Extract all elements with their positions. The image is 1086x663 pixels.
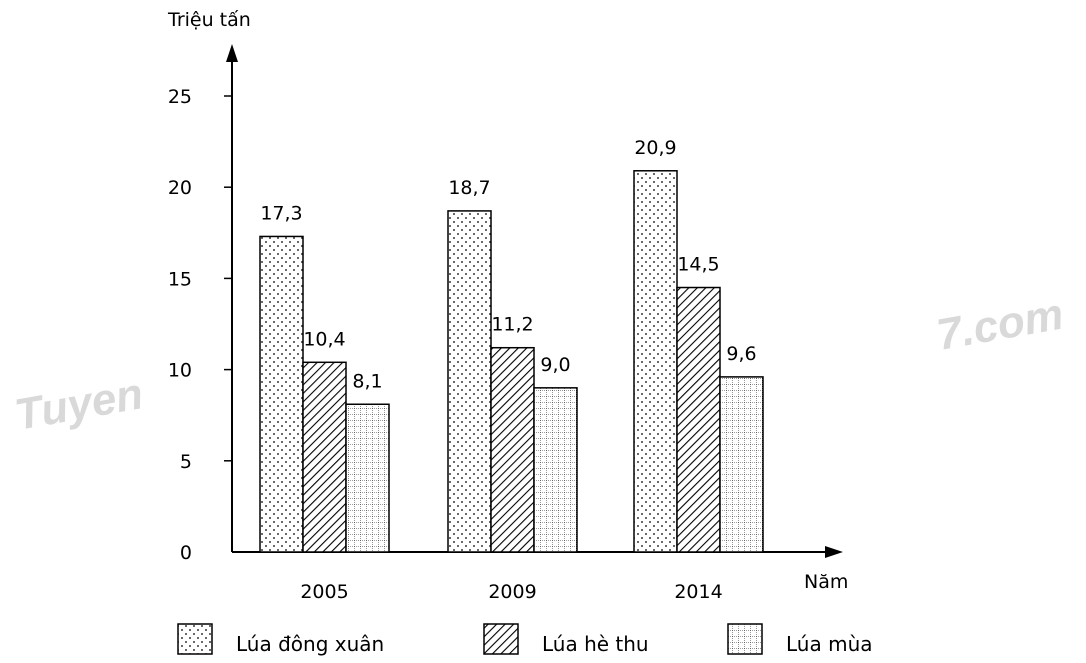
- bar: [302, 361, 347, 553]
- legend-label: Lúa hè thu: [542, 632, 649, 656]
- legend-swatch-grid: [727, 623, 763, 655]
- x-axis-label: Năm: [804, 571, 848, 593]
- legend-swatch-hatch: [483, 623, 519, 655]
- data-label: 11,2: [491, 314, 533, 336]
- x-tick-label: 2014: [674, 581, 722, 603]
- bar: [633, 170, 678, 553]
- x-tick-label: 2009: [488, 581, 536, 603]
- data-label: 10,4: [303, 328, 345, 350]
- x-tick-label: 2005: [300, 581, 348, 603]
- legend: Lúa đông xuân Lúa hè thu Lúa mùa: [177, 623, 873, 656]
- legend-label: Lúa đông xuân: [236, 632, 384, 656]
- y-tick-label: 10: [168, 360, 192, 382]
- y-tick-label: 5: [180, 451, 192, 473]
- bar: [259, 235, 304, 553]
- y-tick-label: 0: [180, 542, 192, 564]
- legend-label: Lúa mùa: [786, 632, 873, 656]
- data-label: 9,0: [540, 354, 570, 376]
- data-label: 8,1: [352, 370, 382, 392]
- x-axis-arrow-icon: [825, 546, 843, 558]
- data-label: 14,5: [677, 254, 719, 276]
- legend-swatch-dots: [177, 623, 213, 655]
- data-label: 20,9: [634, 137, 676, 159]
- bar: [490, 346, 535, 553]
- bar: [533, 387, 578, 553]
- bar: [447, 210, 492, 553]
- y-axis-label: Triệu tấn: [167, 9, 251, 31]
- data-label: 9,6: [726, 343, 756, 365]
- watermark-left: Tuyen: [11, 369, 146, 440]
- y-tick-label: 25: [168, 86, 192, 108]
- bar: [345, 403, 390, 553]
- y-axis-arrow-icon: [226, 44, 238, 62]
- data-label: 18,7: [448, 177, 490, 199]
- y-tick-label: 20: [168, 177, 192, 199]
- watermark-right: 7.com: [933, 290, 1067, 360]
- bar: [676, 286, 721, 553]
- data-label: 17,3: [260, 202, 302, 224]
- y-tick-label: 15: [168, 268, 192, 290]
- bar: [719, 376, 764, 553]
- plot-area: 0 5 10 15 20 25 2005 2009 2014 17,3 18,7 20,9 10,4 11…: [168, 44, 843, 603]
